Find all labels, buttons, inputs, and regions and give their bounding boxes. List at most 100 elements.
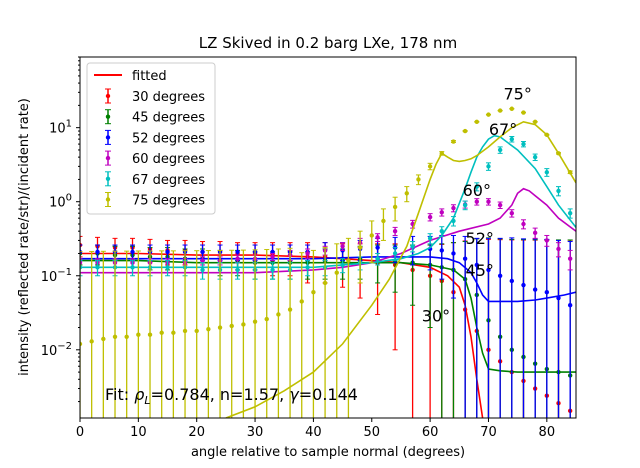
data-point xyxy=(334,270,339,275)
data-point xyxy=(474,184,479,189)
y-axis: 10−2 10−1 100 101 xyxy=(41,56,80,403)
data-point xyxy=(299,299,304,304)
data-point xyxy=(532,119,538,124)
data-point xyxy=(521,141,526,147)
data-point xyxy=(392,228,398,234)
legend-marker xyxy=(105,114,111,119)
legend-marker xyxy=(105,176,111,181)
data-point xyxy=(567,256,573,261)
x-tick-label: 30 xyxy=(247,425,264,440)
x-axis: 0 10 20 30 40 50 60 70 80 xyxy=(76,418,555,440)
data-point xyxy=(451,251,456,256)
x-tick-label: 60 xyxy=(422,425,439,440)
data-point xyxy=(427,164,433,169)
data-point xyxy=(544,289,550,295)
data-point xyxy=(217,325,223,330)
data-point xyxy=(182,328,188,334)
legend-fitted-label: fitted xyxy=(132,69,167,84)
data-point xyxy=(556,188,561,194)
data-point xyxy=(270,254,275,260)
series-67-degrees xyxy=(80,134,576,280)
fit-curve xyxy=(80,252,484,418)
data-point xyxy=(235,249,240,255)
angle-labels: 30° 45° 52° 60° 67° 75° xyxy=(422,85,532,326)
data-point xyxy=(340,244,345,249)
data-point xyxy=(567,210,573,216)
data-point xyxy=(462,202,468,208)
legend-marker xyxy=(105,155,111,161)
data-point xyxy=(462,256,468,261)
data-point xyxy=(159,330,164,335)
data-point xyxy=(567,303,573,308)
data-point xyxy=(410,244,415,249)
chart-title: LZ Skived in 0.2 barg LXe, 178 nm xyxy=(199,34,457,52)
legend-box xyxy=(86,62,216,215)
data-point xyxy=(439,248,444,253)
data-point xyxy=(171,330,176,335)
x-tick-label: 40 xyxy=(305,425,322,440)
x-tick-label: 80 xyxy=(539,425,556,440)
y-tick-label: 101 xyxy=(49,119,72,137)
data-point xyxy=(311,289,316,295)
angle-label: 67° xyxy=(489,120,517,139)
data-point xyxy=(532,154,538,160)
data-point xyxy=(392,251,398,256)
data-point xyxy=(451,205,456,211)
fit-annotation: Fit: ρL=0.784, n=1.57, γ=0.144 xyxy=(105,385,358,407)
data-point xyxy=(509,136,515,142)
data-point xyxy=(509,210,515,216)
data-point xyxy=(346,258,351,263)
data-point xyxy=(357,245,363,250)
data-point xyxy=(486,199,491,204)
fit-curve xyxy=(80,134,576,269)
legend: fitted 30 degrees 45 degrees 52 degrees 60 … xyxy=(86,62,216,215)
angle-label: 60° xyxy=(463,181,491,200)
data-point xyxy=(101,336,106,342)
data-point xyxy=(235,267,240,273)
data-point xyxy=(404,191,409,196)
data-point xyxy=(165,249,170,255)
data-point xyxy=(497,202,503,208)
legend-label: 75 degrees xyxy=(132,194,205,209)
legend-marker xyxy=(105,197,111,202)
fit-curve xyxy=(80,187,576,274)
data-point xyxy=(439,228,444,234)
data-point xyxy=(194,328,199,334)
data-point xyxy=(474,199,479,204)
data-point xyxy=(474,262,479,268)
y-tick-label: 10−1 xyxy=(41,267,72,285)
x-axis-title: angle relative to sample normal (degrees… xyxy=(191,445,465,460)
data-point xyxy=(521,221,526,227)
fit-curve xyxy=(80,256,576,303)
data-point xyxy=(427,236,433,241)
data-point xyxy=(229,323,234,329)
angle-label: 30° xyxy=(422,307,450,326)
data-point xyxy=(521,282,526,288)
data-point xyxy=(544,238,550,243)
data-point xyxy=(451,139,456,144)
data-point xyxy=(427,214,433,220)
legend-label: 60 degrees xyxy=(132,152,205,167)
data-point xyxy=(112,334,118,339)
data-point xyxy=(270,267,275,273)
data-point xyxy=(287,307,293,312)
legend-entries: 30 degrees 45 degrees 52 degrees 60 degrees… xyxy=(105,88,205,209)
series-layer xyxy=(80,106,576,418)
data-point xyxy=(544,170,550,175)
x-tick-label: 50 xyxy=(363,425,380,440)
data-point xyxy=(375,256,380,261)
data-point xyxy=(147,332,153,337)
angle-label: 75° xyxy=(503,85,531,104)
data-point xyxy=(416,177,421,182)
data-point xyxy=(532,287,538,292)
data-point xyxy=(556,246,561,252)
data-point xyxy=(462,128,468,134)
data-point xyxy=(136,332,141,337)
data-point xyxy=(381,218,386,224)
fit-curve xyxy=(225,120,576,418)
x-tick-label: 70 xyxy=(480,425,497,440)
data-point xyxy=(497,147,503,153)
fit-curve xyxy=(80,259,576,373)
series-75-degrees xyxy=(80,106,576,418)
